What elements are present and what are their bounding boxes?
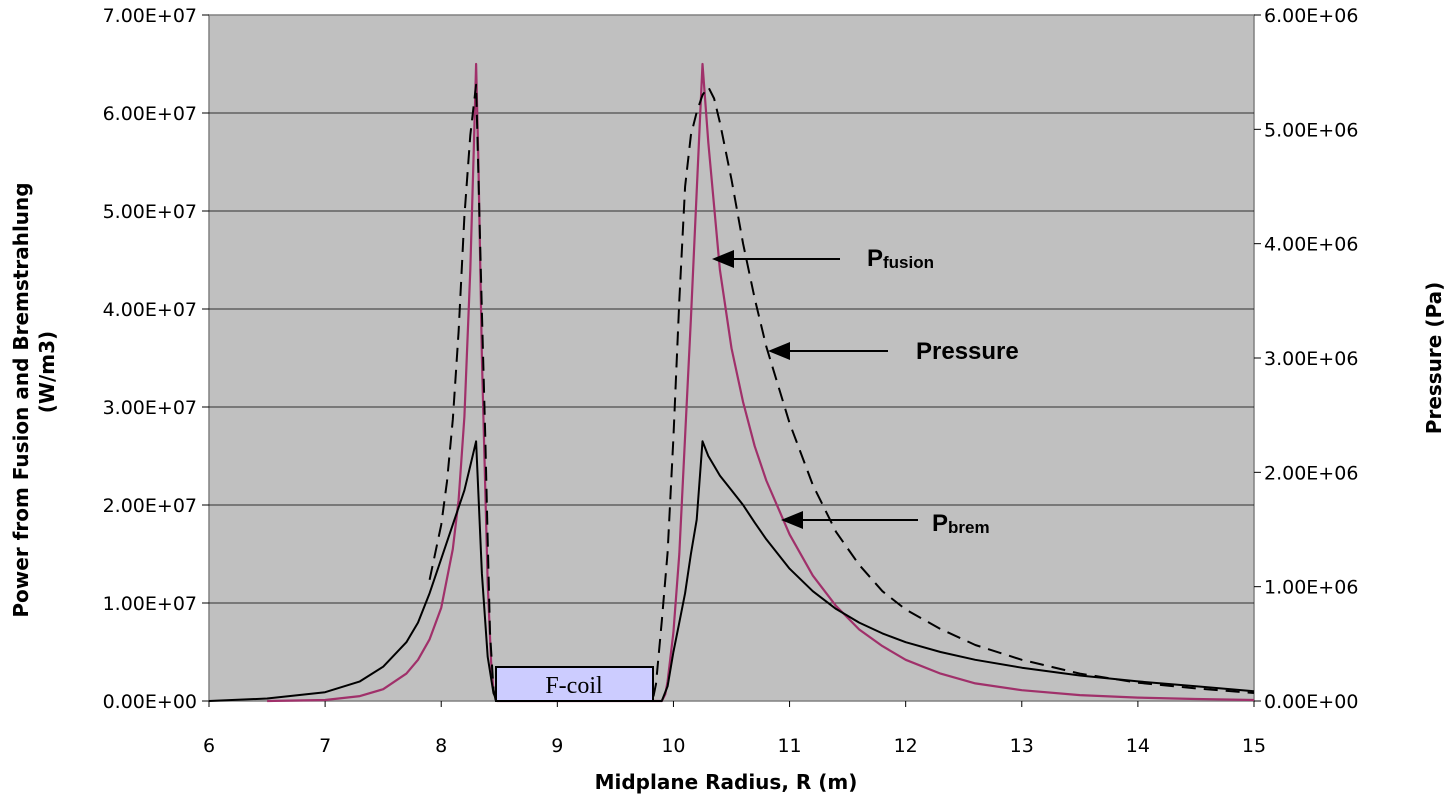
x-tick-label: 11 (777, 735, 801, 757)
annotation-pbrem: Pbrem (781, 510, 990, 537)
x-tick-label: 10 (661, 735, 685, 757)
pressure-label: Pressure (916, 338, 1019, 365)
x-tick-label: 8 (435, 735, 447, 757)
series-lines (208, 62, 1255, 703)
y-right-tick-label: 0.00E+00 (1264, 691, 1358, 713)
y-right-tick-label: 1.00E+06 (1264, 577, 1358, 599)
y-right-tick-label: 4.00E+06 (1264, 234, 1358, 256)
f-coil-box: F-coil (495, 666, 654, 702)
pfusion-label: Pfusion (867, 245, 934, 272)
y-left-tick-label: 0.00E+00 (103, 691, 197, 713)
y-left-tick-label: 5.00E+07 (103, 201, 197, 223)
x-tick-label: 6 (203, 735, 215, 757)
y-right-tick-label: 5.00E+06 (1264, 119, 1358, 141)
x-tick-label: 13 (1010, 735, 1034, 757)
y-left-tick-label: 2.00E+07 (103, 495, 197, 517)
y-left-tick-label: 3.00E+07 (103, 397, 197, 419)
annotation-pressure: Pressure (768, 338, 1019, 365)
y-left-tick-label: 7.00E+07 (103, 5, 197, 27)
f-coil-label: F-coil (545, 673, 603, 699)
x-axis-title: Midplane Radius, R (m) (595, 770, 858, 794)
pbrem-arrow-head (781, 511, 803, 529)
y-right-tick-label: 6.00E+06 (1264, 5, 1358, 27)
series-pfusion-line (267, 62, 1255, 703)
x-tick-label: 12 (894, 735, 918, 757)
y-left-tick-label: 4.00E+07 (103, 299, 197, 321)
x-tick-label: 7 (319, 735, 331, 757)
series-pressure-line (428, 83, 1255, 702)
y-left-tick-label: 6.00E+07 (103, 103, 197, 125)
annotation-pfusion: Pfusion (712, 245, 934, 272)
x-tick-label: 9 (551, 735, 563, 757)
series-pbrem-line (208, 440, 1255, 702)
x-tick-label: 14 (1126, 735, 1150, 757)
y-right-tick-label: 3.00E+06 (1264, 348, 1358, 370)
pfusion-arrow-head (712, 250, 734, 268)
y-left-axis-title-line2: (W/m3) (35, 331, 59, 413)
gridlines (209, 112, 1254, 604)
y-right-axis-title: Pressure (Pa) (1422, 282, 1446, 434)
y-right-tick-label: 2.00E+06 (1264, 462, 1358, 484)
x-tick-label: 15 (1242, 735, 1266, 757)
tick-labels: 0.00E+00 1.00E+07 2.00E+07 3.00E+07 4.00E+07… (103, 5, 1359, 757)
plot-area (208, 14, 1255, 702)
y-left-axis-title-line1: Power from Fusion and Bremstrahlung (9, 182, 33, 617)
y-left-tick-label: 1.00E+07 (103, 593, 197, 615)
pressure-arrow-head (768, 342, 790, 360)
pbrem-label: Pbrem (932, 510, 990, 537)
